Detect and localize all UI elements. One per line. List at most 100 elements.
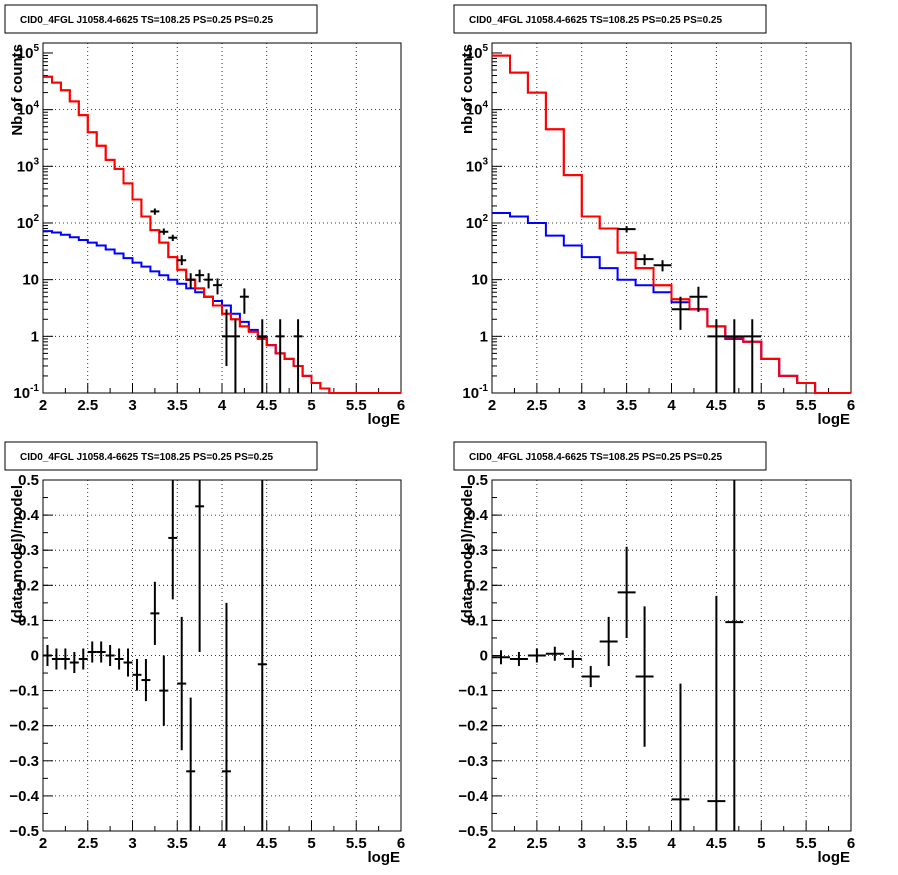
y-axis-label: (data-model)/model [9, 485, 26, 623]
y-tick-label: 104 [466, 100, 489, 119]
x-tick-label: 4 [667, 397, 676, 414]
y-tick-label: 10-1 [462, 383, 488, 402]
y-tick-label: 104 [17, 100, 40, 119]
x-tick-label: 4.5 [706, 397, 727, 414]
panel-title: CID0_4FGL J1058.4-6625 TS=108.25 PS=0.25… [20, 15, 273, 26]
x-tick-label: 4 [218, 397, 227, 414]
x-tick-label: 2.5 [526, 835, 547, 852]
y-tick-label: 0.5 [467, 472, 488, 489]
title-box [4, 441, 318, 471]
x-tick-label: 5 [757, 835, 765, 852]
y-tick-label: 10 [471, 272, 488, 289]
x-tick-label: 3 [128, 397, 136, 414]
x-tick-label: 5.5 [796, 397, 817, 414]
x-tick-label: 4 [218, 835, 227, 852]
x-tick-label: 2 [39, 397, 47, 414]
x-tick-label: 4.5 [256, 397, 277, 414]
y-tick-label: 0.4 [467, 507, 489, 524]
y-tick-label: −0.1 [458, 683, 488, 700]
x-axis-label: logE [368, 411, 401, 428]
y-tick-label: 0.1 [18, 612, 39, 629]
x-axis-label: logE [818, 411, 851, 428]
panel-title: CID0_4FGL J1058.4-6625 TS=108.25 PS=0.25… [469, 452, 722, 463]
x-axis-label: logE [818, 849, 851, 866]
y-tick-label: 0.3 [18, 542, 39, 559]
series-line-2 [43, 75, 401, 394]
x-tick-label: 5 [307, 397, 315, 414]
x-tick-label: 3.5 [616, 397, 637, 414]
x-tick-label: 5.5 [346, 835, 367, 852]
x-tick-label: 6 [397, 397, 405, 414]
y-tick-label: −0.5 [458, 823, 488, 840]
title-box [453, 4, 767, 34]
x-tick-label: 2 [488, 397, 496, 414]
x-tick-label: 2.5 [77, 397, 98, 414]
x-tick-label: 2 [39, 835, 47, 852]
plot-area: 2 2.5 3 3.5 4 4.5 5 5.5 6 10-1 1 10 102 103 104 105 [462, 42, 855, 414]
plot-area: 2 2.5 3 3.5 4 4.5 5 5.5 6 −0.5 −0.4 −0.3 −0.2 −0.1 0 0.… [9, 472, 405, 852]
panel-top-right: CID0_4FGL J1058.4-6625 TS=108.25 PS=0.25… [453, 4, 855, 428]
y-tick-label: 0.4 [18, 507, 40, 524]
x-tick-label: 2.5 [77, 835, 98, 852]
x-tick-label: 5.5 [796, 835, 817, 852]
y-tick-label: 0 [480, 648, 488, 665]
y-tick-label: −0.1 [9, 683, 39, 700]
x-tick-label: 5 [307, 835, 315, 852]
x-tick-label: 5.5 [346, 397, 367, 414]
x-tick-label: 6 [397, 835, 405, 852]
y-tick-label: 1 [31, 328, 39, 345]
y-tick-label: 105 [17, 43, 40, 62]
panel-title: CID0_4FGL J1058.4-6625 TS=108.25 PS=0.25… [20, 452, 273, 463]
y-tick-label: −0.2 [9, 718, 39, 735]
y-tick-label: 10 [22, 272, 39, 289]
y-tick-label: 0 [31, 648, 39, 665]
y-tick-label: −0.3 [458, 753, 488, 770]
plot-area: 2 2.5 3 3.5 4 4.5 5 5.5 6 10-1 1 10 102 103 104 105 [13, 42, 405, 414]
y-tick-label: 10-1 [13, 383, 39, 402]
title-box [453, 441, 767, 471]
y-tick-label: −0.4 [458, 788, 488, 805]
x-tick-label: 3.5 [167, 835, 188, 852]
x-tick-label: 4.5 [256, 835, 277, 852]
y-tick-label: 1 [480, 328, 488, 345]
y-tick-label: 102 [466, 213, 489, 232]
x-tick-label: 3.5 [167, 397, 188, 414]
panel-bottom-left: CID0_4FGL J1058.4-6625 TS=108.25 PS=0.25… [4, 441, 405, 866]
y-tick-label: −0.5 [9, 823, 39, 840]
y-axis-label: Nb of counts [9, 44, 26, 136]
x-tick-label: 3 [128, 835, 136, 852]
y-axis-label: nb of counts [459, 44, 476, 134]
x-axis-label: logE [368, 849, 401, 866]
x-tick-label: 2 [488, 835, 496, 852]
x-tick-label: 3 [578, 397, 586, 414]
x-tick-label: 4 [667, 835, 676, 852]
y-tick-label: 105 [466, 43, 489, 62]
y-tick-label: 0.3 [467, 542, 488, 559]
y-tick-label: 102 [17, 213, 40, 232]
x-tick-label: 2.5 [526, 397, 547, 414]
panel-bottom-right: CID0_4FGL J1058.4-6625 TS=108.25 PS=0.25… [453, 441, 855, 866]
x-tick-label: 5 [757, 397, 765, 414]
x-tick-label: 3.5 [616, 835, 637, 852]
panel-title: CID0_4FGL J1058.4-6625 TS=108.25 PS=0.25… [469, 15, 722, 26]
panel-top-left: CID0_4FGL J1058.4-6625 TS=108.25 PS=0.25… [4, 4, 405, 428]
y-tick-label: −0.4 [9, 788, 39, 805]
x-tick-label: 6 [847, 397, 855, 414]
y-tick-label: 0.2 [18, 577, 39, 594]
y-tick-label: −0.2 [458, 718, 488, 735]
series-line-2 [492, 54, 851, 394]
y-axis-label: (data-model)/model [459, 485, 476, 623]
plot-frame [491, 42, 852, 394]
title-box [4, 4, 318, 34]
y-tick-label: 0.1 [467, 612, 488, 629]
y-tick-label: 0.5 [18, 472, 39, 489]
x-tick-label: 4.5 [706, 835, 727, 852]
x-tick-label: 6 [847, 835, 855, 852]
y-tick-label: 0.2 [467, 577, 488, 594]
plot-area: 2 2.5 3 3.5 4 4.5 5 5.5 6 −0.5 −0.4 −0.3 −0.2 −0.1 0 0.… [458, 472, 855, 852]
y-tick-label: 103 [466, 156, 489, 175]
y-tick-label: 103 [17, 156, 40, 175]
x-tick-label: 3 [578, 835, 586, 852]
y-tick-label: −0.3 [9, 753, 39, 770]
